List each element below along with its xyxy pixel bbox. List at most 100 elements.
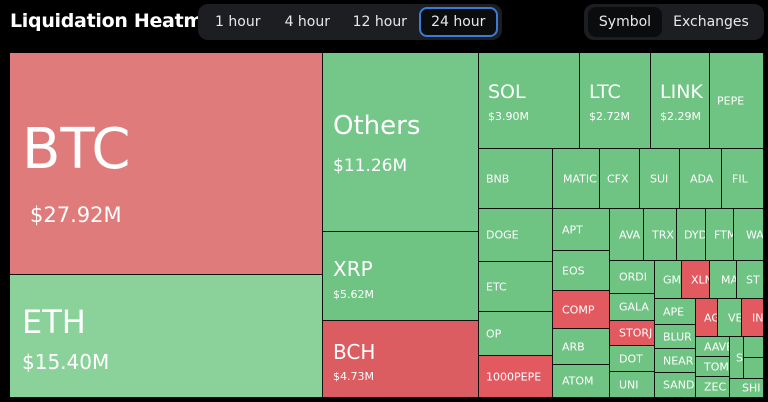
tile-symbol: DYD [684, 228, 706, 241]
tile-symbol: ZEC [704, 380, 727, 394]
tile-symbol: VE [728, 311, 742, 324]
tile-blur[interactable]: BLUR [655, 325, 696, 349]
tile-symbol: SAND [663, 378, 695, 392]
tile-gmt[interactable]: GM [655, 261, 682, 299]
tile-xlm[interactable]: XLN [682, 261, 710, 299]
tile-symbol: TOMO [704, 360, 729, 373]
tile-uni[interactable]: UNI [610, 372, 655, 398]
tile-vet[interactable]: VE [718, 299, 742, 337]
tile-eos[interactable]: EOS [553, 251, 610, 291]
tile-symbol: XLN [691, 273, 709, 286]
tile-symbol: TRX [652, 228, 674, 241]
tile-ada[interactable]: ADA [680, 149, 722, 209]
tile-bnb[interactable]: BNB [479, 149, 553, 209]
tile-aave[interactable]: AAVE [696, 337, 730, 357]
tile-symbol: FTM [714, 228, 733, 241]
tab-exchanges[interactable]: Exchanges [673, 14, 749, 30]
tile-symbol: LTC [589, 81, 621, 103]
tile-xrp[interactable]: XRP $5.62M [323, 232, 479, 321]
tile-symbol: XRP [333, 257, 373, 281]
tile-s1[interactable]: S [730, 337, 744, 379]
tile-symbol: APT [562, 223, 583, 236]
tile-ape[interactable]: APE [655, 299, 696, 325]
tile-etc[interactable]: ETC [479, 262, 553, 312]
tile-value: $2.29M [660, 110, 701, 123]
tile-symbol: 1000PEPE [486, 370, 542, 383]
tab-1-hour[interactable]: 1 hour [215, 14, 261, 30]
tile-stx[interactable]: ST [737, 261, 764, 299]
tile-symbol: BTC [22, 117, 131, 182]
tab-24-hour[interactable]: 24 hour [418, 7, 498, 37]
tile-1000pepe[interactable]: 1000PEPE [479, 356, 553, 398]
tile-symbol: COMP [562, 303, 595, 316]
tile-symbol: DOT [619, 352, 643, 365]
tile-symbol: ETC [486, 280, 507, 293]
tile-link[interactable]: LINK $2.29M [651, 53, 710, 149]
tile-shib[interactable]: SHI [730, 379, 764, 398]
tile-value: $3.90M [488, 110, 529, 123]
tile-symbol: CFX [607, 172, 629, 185]
tile-symbol: GM [663, 273, 682, 286]
time-range-selector: 1 hour 4 hour 12 hour 24 hour [198, 4, 502, 40]
tile-cfx[interactable]: CFX [600, 149, 640, 209]
tile-small-b[interactable] [744, 358, 764, 379]
tile-others[interactable]: Others $11.26M [323, 53, 479, 232]
tile-value: $11.26M [333, 156, 408, 176]
tab-4-hour[interactable]: 4 hour [284, 14, 330, 30]
tile-eth[interactable]: ETH $15.40M [10, 275, 323, 398]
tile-op[interactable]: OP [479, 312, 553, 356]
tile-symbol: AVA [619, 228, 641, 241]
tile-comp[interactable]: COMP [553, 291, 610, 329]
tile-ordi[interactable]: ORDI [610, 261, 655, 294]
tile-small-a[interactable] [744, 337, 764, 358]
tile-doge[interactable]: DOGE [479, 209, 553, 262]
tile-symbol: SOL [488, 81, 526, 103]
tile-dot[interactable]: DOT [610, 346, 655, 372]
tile-value: $2.72M [589, 110, 630, 123]
tile-apt[interactable]: APT [553, 209, 610, 251]
tile-bch[interactable]: BCH $4.73M [323, 321, 479, 398]
tile-symbol: IN [752, 311, 764, 324]
tile-mask[interactable]: MA [710, 261, 737, 299]
tile-symbol: MATIC [563, 172, 597, 185]
tile-matic[interactable]: MATIC [553, 149, 600, 209]
tile-atom[interactable]: ATOM [553, 365, 610, 398]
tile-ltc[interactable]: LTC $2.72M [580, 53, 651, 149]
tile-waves[interactable]: WA [734, 209, 764, 261]
tile-symbol: ST [746, 273, 760, 286]
tile-symbol: BCH [333, 340, 376, 364]
tile-agix[interactable]: AG [696, 299, 718, 337]
tile-inj[interactable]: IN [742, 299, 764, 337]
tile-arb[interactable]: ARB [553, 329, 610, 365]
tile-zec[interactable]: ZEC [696, 377, 730, 398]
tile-symbol: AG [704, 311, 717, 324]
tile-symbol: UNI [619, 378, 639, 391]
tile-trx[interactable]: TRX [644, 209, 677, 261]
view-selector: Symbol Exchanges [584, 4, 764, 40]
tile-storj[interactable]: STORJ [610, 321, 655, 346]
tile-dydx[interactable]: DYD [677, 209, 706, 261]
tab-12-hour[interactable]: 12 hour [352, 14, 407, 30]
tile-symbol: APE [663, 305, 685, 318]
tile-symbol: SHI [742, 381, 761, 395]
tile-btc[interactable]: BTC $27.92M [10, 53, 323, 275]
tile-near[interactable]: NEAR [655, 349, 696, 373]
tile-avax[interactable]: AVA [610, 209, 644, 261]
tile-symbol: ADA [690, 172, 714, 185]
tile-symbol: MA [721, 273, 737, 286]
tile-sol[interactable]: SOL $3.90M [479, 53, 580, 149]
tile-tomo[interactable]: TOMO [696, 357, 730, 377]
tile-sui[interactable]: SUI [640, 149, 680, 209]
tile-value: $15.40M [22, 350, 110, 374]
tile-gala[interactable]: GALA [610, 294, 655, 321]
tile-fil[interactable]: FIL [722, 149, 764, 209]
tab-symbol[interactable]: Symbol [588, 7, 662, 37]
tile-ftm[interactable]: FTM [706, 209, 734, 261]
tile-value: $27.92M [30, 203, 122, 227]
tile-sand[interactable]: SAND [655, 373, 696, 398]
tile-symbol: OP [486, 327, 502, 340]
tile-symbol: BLUR [663, 330, 692, 343]
tile-pepe[interactable]: PEPE [710, 53, 764, 149]
page-title: Liquidation Heatmap [10, 10, 229, 32]
liquidation-treemap: BTC $27.92M ETH $15.40M Others $11.26M X… [10, 53, 764, 398]
